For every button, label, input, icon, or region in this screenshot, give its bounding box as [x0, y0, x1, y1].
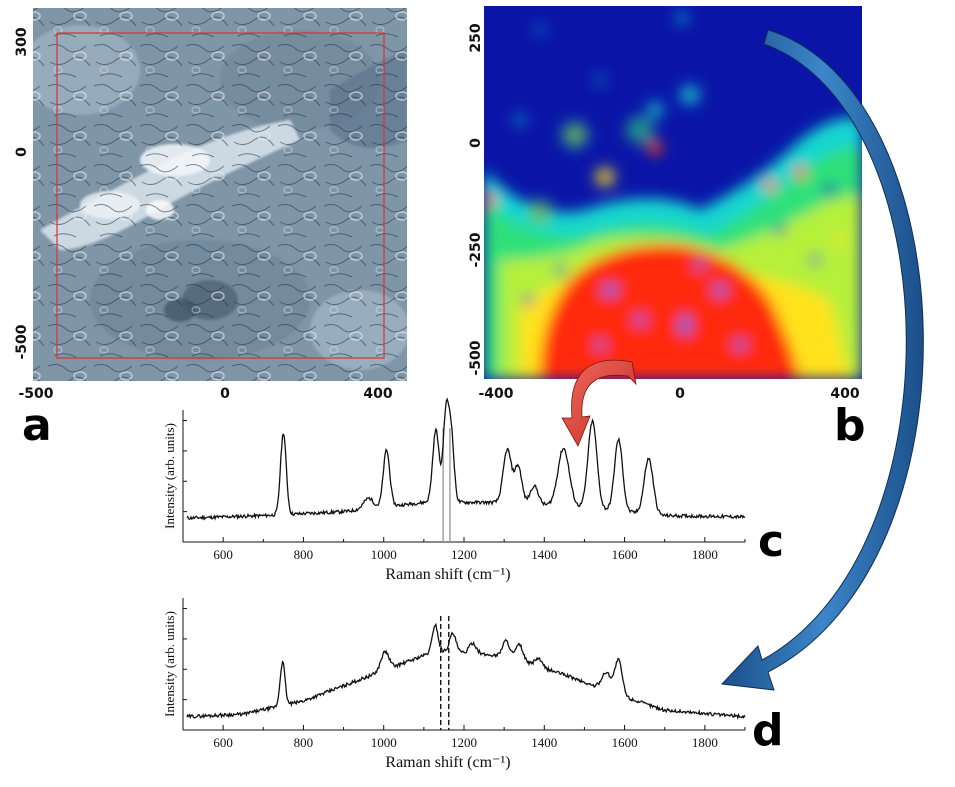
panel-letter-b: b [834, 400, 866, 451]
panel-letter-a: a [22, 400, 52, 451]
y-axis-label: Intensity (arb. units) [162, 423, 177, 529]
a-x-tick-0: -500 [18, 386, 53, 402]
x-tick-label: 1800 [692, 547, 718, 562]
a-y-tick-0: 300 [14, 27, 30, 56]
x-tick-label: 1200 [451, 735, 477, 750]
x-axis-label: Raman shift (cm⁻¹) [385, 754, 510, 771]
spectrum-line [186, 397, 746, 521]
roi-box [56, 32, 385, 359]
a-x-tick-2: 400 [363, 386, 392, 402]
b-y-tick-2: -250 [468, 232, 484, 267]
spectrum-line [186, 622, 746, 720]
a-y-tick-1: 0 [14, 147, 30, 157]
red-arrow [561, 359, 637, 447]
x-axis-label: Raman shift (cm⁻¹) [385, 566, 510, 583]
b-x-tick-0: -400 [478, 386, 513, 402]
x-tick-label: 1600 [612, 547, 638, 562]
x-tick-label: 1400 [531, 547, 557, 562]
a-x-tick-1: 0 [220, 386, 230, 402]
x-tick-label: 1600 [612, 735, 638, 750]
panel-b: -400 0 400 250 0 -250 -500 b [468, 6, 866, 451]
x-tick-label: 1400 [531, 735, 557, 750]
spectrum-plot-d: 600 800 1000 1200 1400 1600 1800 Raman shift (c… [162, 598, 746, 771]
panel-a: -500 0 400 300 0 -500 a [14, 8, 407, 451]
b-y-tick-3: -500 [468, 340, 484, 375]
x-tick-label: 1000 [371, 547, 397, 562]
b-y-tick-0: 250 [468, 23, 484, 52]
raman-map [484, 6, 862, 379]
x-tick-label: 600 [213, 735, 233, 750]
b-x-tick-2: 400 [830, 386, 859, 402]
spectrum-plot-c: 600 800 1000 1200 1400 1600 1800 Raman shift (c… [162, 397, 746, 583]
x-tick-label: 1800 [692, 735, 718, 750]
b-x-tick-1: 0 [675, 386, 685, 402]
panel-letter-d: d [752, 705, 784, 756]
blue-arrow [720, 29, 924, 691]
x-tick-label: 600 [213, 547, 233, 562]
panel-letter-c: c [758, 516, 784, 567]
x-tick-label: 1200 [451, 547, 477, 562]
x-tick-label: 800 [294, 735, 314, 750]
x-tick-label: 800 [294, 547, 314, 562]
a-y-tick-2: -500 [14, 324, 30, 359]
x-tick-label: 1000 [371, 735, 397, 750]
microscope-image [33, 8, 407, 381]
b-y-tick-1: 0 [468, 138, 484, 148]
y-axis-label: Intensity (arb. units) [162, 611, 177, 717]
